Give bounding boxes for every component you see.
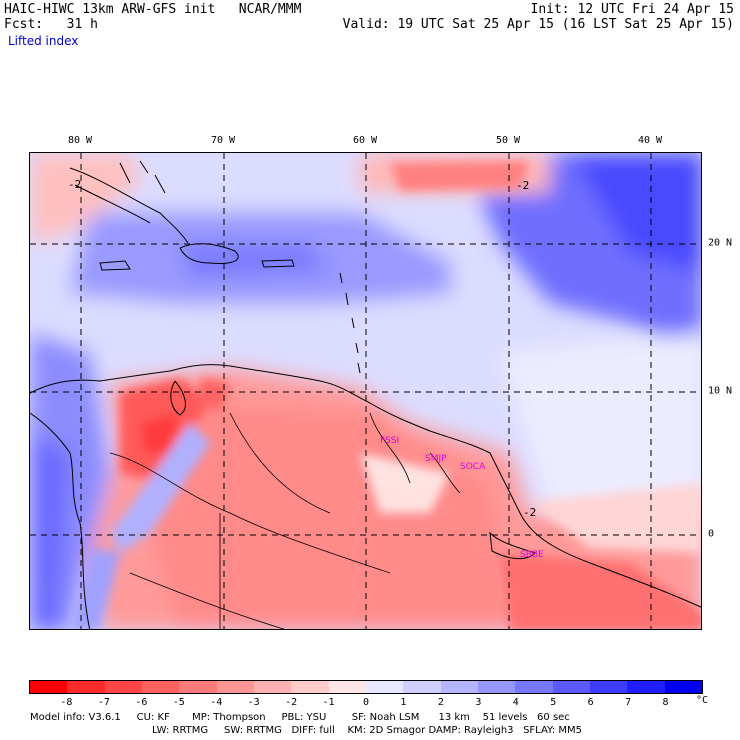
colorbar-tick-label: 4 xyxy=(512,697,519,708)
colorbar-tick-label: 1 xyxy=(400,697,407,708)
forecast-hour: Fcst: 31 h xyxy=(4,17,98,32)
colorbar-unit: °C xyxy=(696,695,709,706)
colorbar-segment xyxy=(253,681,292,693)
valid-time: Valid: 19 UTC Sat 25 Apr 15 (16 LST Sat … xyxy=(342,17,734,32)
colorbar-tick-label: -5 xyxy=(172,697,185,708)
contour-label: -2 xyxy=(516,179,529,192)
colorbar-segment xyxy=(67,681,105,693)
coastlines xyxy=(30,160,701,629)
colorbar-segment xyxy=(440,681,478,693)
colorbar xyxy=(29,680,703,694)
lon-label-70w: 70 W xyxy=(210,135,236,146)
colorbar-tick-label: 2 xyxy=(437,697,444,708)
map-canvas: -2 -2 -2 FSSI SMJP SOCA SBBE xyxy=(30,153,701,629)
lat-label-0: 0 xyxy=(708,528,715,540)
colorbar-segment xyxy=(515,681,553,693)
colorbar-segment xyxy=(365,681,404,693)
colorbar-tick-label: -2 xyxy=(285,697,298,708)
colorbar-tick-label: -6 xyxy=(135,697,148,708)
colorbar-tick-label: 7 xyxy=(625,697,632,708)
colorbar-tick-label: -1 xyxy=(322,697,335,708)
station-fssi: FSSI xyxy=(380,436,399,446)
lifted-index-map[interactable]: -2 -2 -2 FSSI SMJP SOCA SBBE xyxy=(29,152,702,630)
station-sbbe: SBBE xyxy=(520,550,544,560)
lat-lon-grid xyxy=(30,153,701,629)
colorbar-segment xyxy=(141,681,180,693)
station-soca: SOCA xyxy=(460,462,486,472)
station-smjp: SMJP xyxy=(425,454,447,464)
colorbar-segment xyxy=(216,681,254,693)
model-info-line2: LW: RRTMG SW: RRTMG DIFF: full KM: 2D Sm… xyxy=(152,725,582,736)
lat-label-20n: 20 N xyxy=(708,237,733,249)
colorbar-segment xyxy=(627,681,665,693)
colorbar-tick-label: 5 xyxy=(550,697,557,708)
colorbar-tick-label: 6 xyxy=(587,697,594,708)
colorbar-segment xyxy=(328,681,366,693)
lon-label-40w: 40 W xyxy=(637,135,663,146)
field-name: Lifted index xyxy=(8,34,79,48)
lon-label-60w: 60 W xyxy=(352,135,378,146)
colorbar-tick-label: -7 xyxy=(97,697,110,708)
lon-label-50w: 50 W xyxy=(495,135,521,146)
lat-label-10n: 10 N xyxy=(708,385,733,397)
colorbar-segment xyxy=(403,681,441,693)
colorbar-segment xyxy=(179,681,217,693)
colorbar-tick-label: 3 xyxy=(475,697,482,708)
colorbar-segment xyxy=(477,681,516,693)
colorbar-segment xyxy=(664,681,702,693)
model-title: HAIC-HIWC 13km ARW-GFS init NCAR/MMM xyxy=(4,2,302,17)
lon-label-80w: 80 W xyxy=(67,135,93,146)
colorbar-segment xyxy=(552,681,590,693)
contour-label: -2 xyxy=(523,506,536,519)
colorbar-tick-label: 0 xyxy=(362,697,370,708)
colorbar-tick-label: -8 xyxy=(60,697,73,708)
model-info-line1: Model info: V3.6.1 CU: KF MP: Thompson P… xyxy=(30,712,570,723)
colorbar-tick-label: -3 xyxy=(247,697,260,708)
colorbar-segment xyxy=(30,681,68,693)
colorbar-tick-label: -4 xyxy=(210,697,223,708)
colorbar-tick-label: 8 xyxy=(662,697,669,708)
colorbar-segment xyxy=(291,681,329,693)
colorbar-segment xyxy=(104,681,142,693)
contour-label: -2 xyxy=(68,178,81,191)
init-time: Init: 12 UTC Fri 24 Apr 15 xyxy=(530,2,735,17)
colorbar-segment xyxy=(589,681,628,693)
